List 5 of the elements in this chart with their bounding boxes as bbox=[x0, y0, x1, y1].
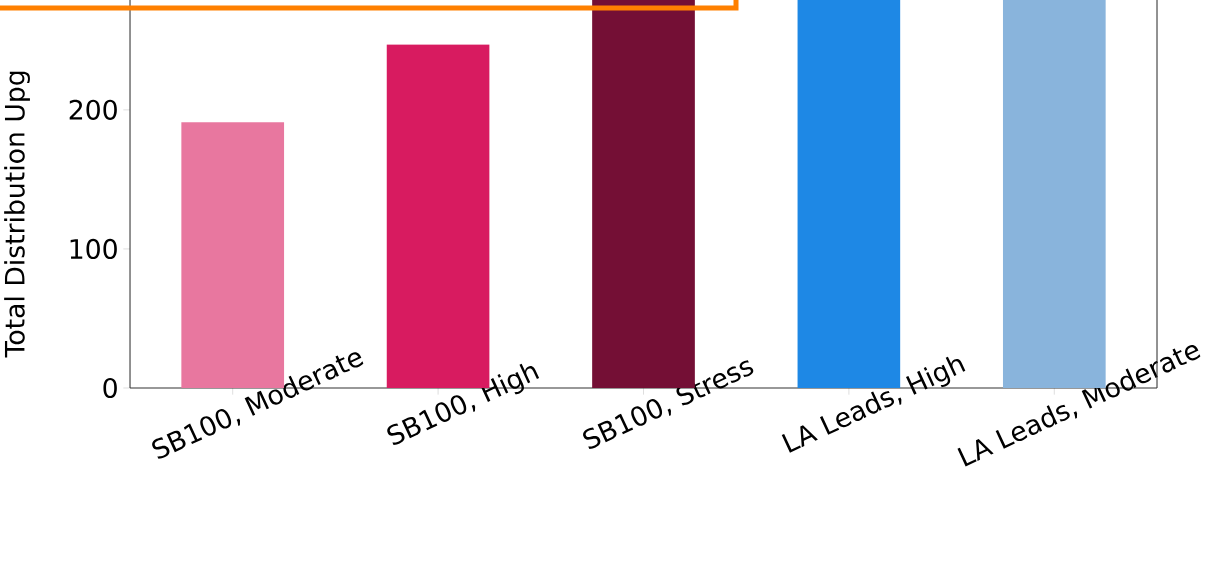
y-tick-label: 100 bbox=[70, 238, 117, 259]
y-tick-label: 200 bbox=[69, 99, 117, 120]
bar bbox=[797, 0, 901, 388]
y-tick-label: 0 bbox=[103, 377, 117, 399]
y-axis-title: Total Distribution Upg bbox=[4, 71, 30, 358]
